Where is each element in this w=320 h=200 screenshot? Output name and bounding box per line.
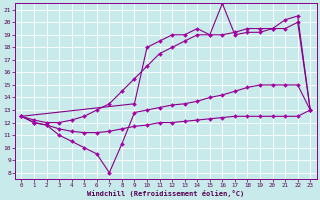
X-axis label: Windchill (Refroidissement éolien,°C): Windchill (Refroidissement éolien,°C) xyxy=(87,190,244,197)
